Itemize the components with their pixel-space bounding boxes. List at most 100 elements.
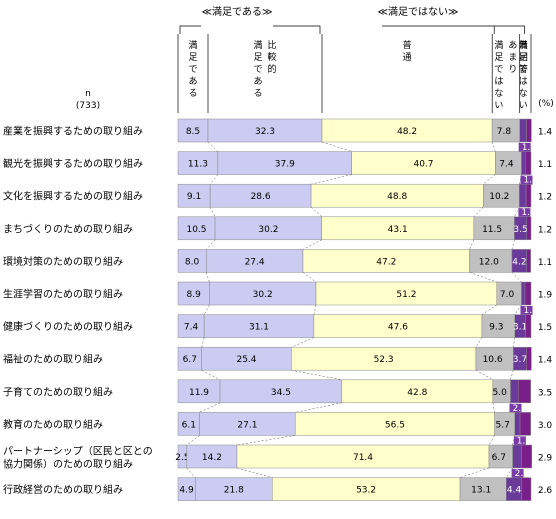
connector-line bbox=[302, 239, 322, 250]
connector-line bbox=[483, 174, 496, 185]
column-header-char: 足 bbox=[253, 52, 262, 63]
data-label-no-answer: 2.6 bbox=[538, 486, 553, 496]
data-label: 21.8 bbox=[224, 486, 244, 496]
bar-segment bbox=[518, 379, 531, 404]
data-label-bg bbox=[520, 175, 533, 185]
connector-line bbox=[513, 337, 516, 348]
category-label: 産業を振興するための取り組み bbox=[3, 125, 143, 138]
data-label: 27.1 bbox=[237, 420, 257, 430]
connector-line bbox=[511, 239, 515, 250]
connector-line bbox=[291, 369, 342, 381]
connector-line bbox=[481, 304, 497, 315]
column-header-char: あ bbox=[253, 76, 262, 87]
connector-line bbox=[510, 370, 514, 380]
data-label: 14.2 bbox=[202, 453, 222, 463]
column-header-char: 的 bbox=[267, 63, 276, 75]
category-label: 教育のための取り組み bbox=[3, 418, 103, 431]
column-header-char: あ bbox=[188, 76, 197, 87]
column-header-char: 足 bbox=[494, 52, 503, 63]
data-label: 34.5 bbox=[271, 388, 291, 398]
column-header-char: 足 bbox=[188, 52, 197, 63]
connector-line bbox=[302, 272, 317, 283]
connector-line bbox=[473, 207, 484, 217]
connector-line bbox=[209, 207, 216, 217]
data-label: 71.4 bbox=[353, 453, 373, 463]
data-label: 2.5 bbox=[175, 453, 189, 463]
data-label: 5.7 bbox=[496, 420, 510, 430]
data-label-no-answer: 1.9 bbox=[538, 291, 553, 301]
data-label: 56.5 bbox=[385, 420, 405, 430]
connector-line bbox=[291, 337, 314, 348]
data-label: 11.5 bbox=[482, 225, 502, 235]
column-header-char: ま bbox=[508, 52, 517, 63]
connector-line bbox=[321, 141, 352, 152]
bar-segment bbox=[510, 379, 519, 404]
column-header-char: 普 bbox=[403, 39, 412, 51]
column-header-char: は bbox=[519, 76, 528, 87]
bar-connector-lines bbox=[186, 141, 522, 478]
data-label-no-answer: 1.2 bbox=[538, 193, 552, 203]
column-header-char: 満 bbox=[494, 40, 503, 51]
bar-segment bbox=[525, 314, 532, 338]
data-label: 47.6 bbox=[388, 323, 408, 333]
data-label: 27.4 bbox=[245, 257, 265, 267]
bar-segment bbox=[521, 477, 532, 501]
bar-segment bbox=[521, 281, 526, 306]
data-label: 30.2 bbox=[258, 225, 278, 235]
bar-segment bbox=[526, 346, 532, 371]
category-label: 文化を振興するための取り組み bbox=[3, 190, 143, 203]
data-label: 9.3 bbox=[489, 323, 503, 333]
column-header-char: 満 bbox=[519, 40, 528, 51]
connector-line bbox=[492, 402, 495, 413]
data-label: 13.1 bbox=[471, 486, 491, 496]
data-label: 2.5 bbox=[515, 469, 529, 479]
data-label: 6.7 bbox=[492, 453, 506, 463]
connector-line bbox=[199, 402, 221, 413]
column-header-char: あ bbox=[508, 40, 517, 51]
column-header-char: は bbox=[494, 76, 503, 87]
column-header-char: 答 bbox=[519, 63, 528, 75]
data-label: 8.0 bbox=[185, 257, 200, 267]
connector-line bbox=[205, 272, 210, 283]
connector-line bbox=[186, 467, 196, 478]
data-label: 4.4 bbox=[507, 486, 522, 496]
data-label: 8.5 bbox=[186, 127, 200, 137]
data-label: 10.5 bbox=[186, 225, 206, 235]
column-header-char: 回 bbox=[519, 52, 528, 63]
connector-line bbox=[514, 304, 522, 315]
bar-segment bbox=[524, 281, 532, 306]
connector-line bbox=[295, 402, 342, 413]
data-label-no-answer: 1.4 bbox=[538, 356, 553, 366]
connector-line bbox=[201, 337, 205, 348]
data-label: 32.3 bbox=[255, 127, 275, 137]
bar-segment bbox=[512, 444, 522, 469]
column-header-char: な bbox=[494, 88, 503, 99]
connector-line bbox=[311, 174, 352, 185]
category-label: 生涯学習のための取り組み bbox=[3, 288, 123, 301]
group-label-satisfied: ≪満足である≫ bbox=[202, 6, 273, 18]
connector-line bbox=[475, 337, 483, 348]
connector-line bbox=[236, 435, 296, 446]
data-label-no-answer: 3.5 bbox=[538, 388, 552, 398]
category-label: 福祉のための取り組み bbox=[3, 353, 103, 366]
data-label: 10.2 bbox=[489, 192, 509, 202]
connector-line bbox=[313, 304, 317, 315]
connector-line bbox=[209, 174, 219, 185]
data-label: 6.7 bbox=[183, 355, 197, 365]
header-brackets bbox=[179, 25, 525, 34]
data-label-no-answer: 2.9 bbox=[538, 454, 553, 464]
connector-line bbox=[236, 467, 273, 478]
connector-line bbox=[469, 272, 497, 283]
data-label: 1.9 bbox=[521, 208, 536, 218]
bar-segment bbox=[521, 151, 526, 175]
data-label-no-answer: 3.0 bbox=[538, 421, 553, 431]
category-label: 環境対策のための取り組み bbox=[3, 255, 123, 268]
data-label: 5.0 bbox=[493, 388, 508, 398]
data-label: 42.8 bbox=[407, 388, 427, 398]
data-label: 7.0 bbox=[500, 290, 515, 300]
category-label: 協力関係）のための取り組み bbox=[3, 458, 133, 471]
data-label-no-answer: 1.1 bbox=[538, 160, 552, 170]
data-label: 48.8 bbox=[387, 192, 407, 202]
data-label: 3.1 bbox=[513, 323, 527, 333]
group-label-not-satisfied: ≪満足ではない≫ bbox=[378, 6, 459, 18]
